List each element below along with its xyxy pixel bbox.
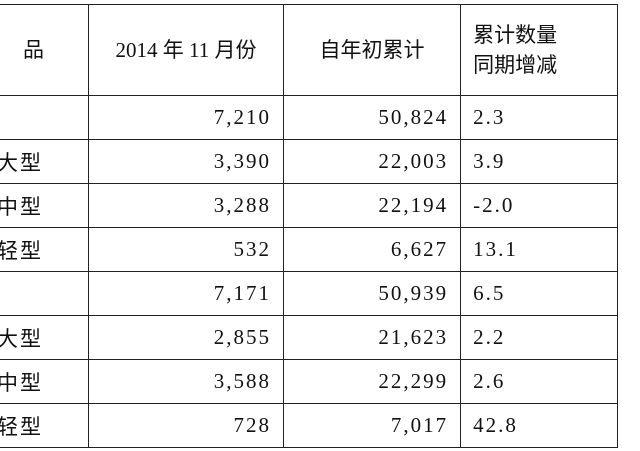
table-row: 大型 2,855 21,623 2.2 <box>0 315 618 360</box>
table-cell: 3,588 <box>87 359 285 404</box>
header-row: 品 2014 年 11 月份 自年初累计 累计数量 同期增减 <box>0 4 618 96</box>
table-cell: 21,623 <box>282 315 462 360</box>
table-cell: 13.1 <box>460 227 618 272</box>
table-cell: 532 <box>87 227 285 272</box>
header-cell: 自年初累计 <box>282 4 462 96</box>
table-row: 7,210 50,824 2.3 <box>0 95 618 140</box>
table-cell: 7,210 <box>87 95 285 140</box>
table-cell: 7,017 <box>282 403 462 448</box>
header-cell: 品 <box>0 4 89 96</box>
table-cell: 6.5 <box>460 271 618 316</box>
table-cell: 2.2 <box>460 315 618 360</box>
table-body: 7,210 50,824 2.3 大型 3,390 22,003 3.9 中型 3,288 22,… <box>0 95 618 448</box>
header-cell: 2014 年 11 月份 <box>87 4 285 96</box>
table-row: 7,171 50,939 6.5 <box>0 271 618 316</box>
table-row: 轻型 728 7,017 42.8 <box>0 403 618 448</box>
table-cell: 3,288 <box>87 183 285 228</box>
table-cell: 中型 <box>0 183 89 228</box>
table-cell: 3.9 <box>460 139 618 184</box>
data-table: 品 2014 年 11 月份 自年初累计 累计数量 同期增减 7,210 50,824 2… <box>0 4 618 448</box>
table-cell: 50,939 <box>282 271 462 316</box>
table-cell: 2.6 <box>460 359 618 404</box>
table-cell <box>0 95 89 140</box>
table-cell: 50,824 <box>282 95 462 140</box>
table-cell: 轻型 <box>0 403 89 448</box>
table-cell: 22,299 <box>282 359 462 404</box>
table-cell: 2.3 <box>460 95 618 140</box>
table-cell: 22,003 <box>282 139 462 184</box>
table-cell: 轻型 <box>0 227 89 272</box>
table-row: 轻型 532 6,627 13.1 <box>0 227 618 272</box>
table-cell: 3,390 <box>87 139 285 184</box>
table-cell: 22,194 <box>282 183 462 228</box>
table-cell <box>0 271 89 316</box>
table-cell: 2,855 <box>87 315 285 360</box>
table-row: 中型 3,588 22,299 2.6 <box>0 359 618 404</box>
table-cell: 中型 <box>0 359 89 404</box>
table-cell: -2.0 <box>460 183 618 228</box>
table-cell: 大型 <box>0 315 89 360</box>
table-cell: 6,627 <box>282 227 462 272</box>
table-cell: 7,171 <box>87 271 285 316</box>
table-row: 中型 3,288 22,194 -2.0 <box>0 183 618 228</box>
table-cell: 728 <box>87 403 285 448</box>
table-cell: 42.8 <box>460 403 618 448</box>
table-row: 大型 3,390 22,003 3.9 <box>0 139 618 184</box>
header-cell: 累计数量 同期增减 <box>460 4 618 96</box>
table-cell: 大型 <box>0 139 89 184</box>
